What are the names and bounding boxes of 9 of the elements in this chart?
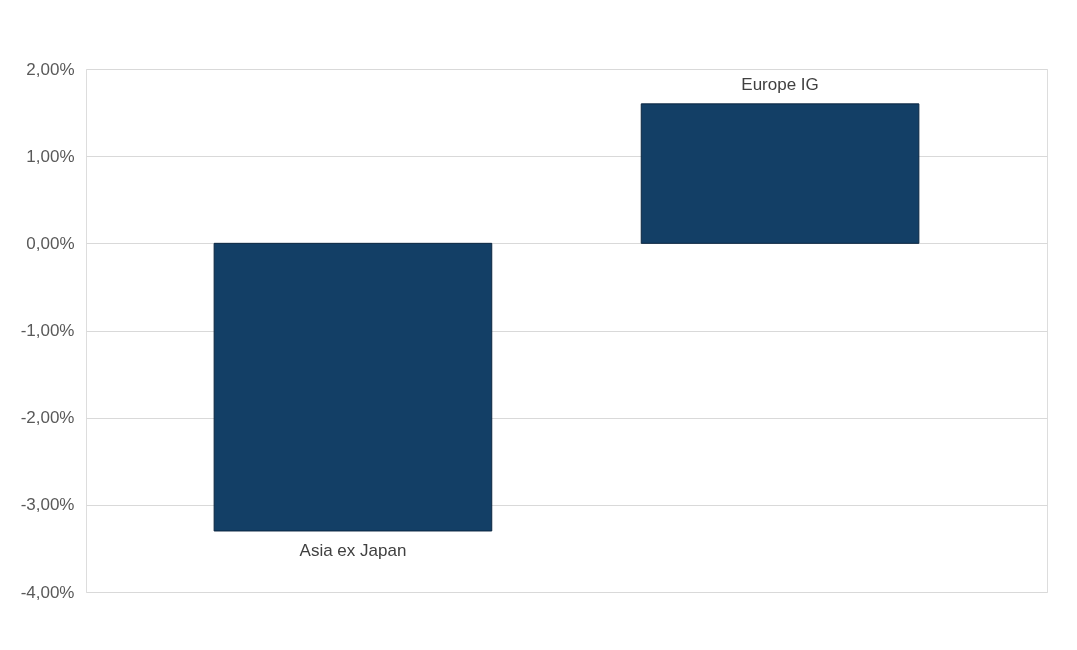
y-tick-label: 0,00% <box>26 233 75 253</box>
y-tick-label: 1,00% <box>26 146 75 166</box>
x-tick-label: Europe IG <box>741 74 819 94</box>
y-tick-label: -4,00% <box>20 582 75 602</box>
y-tick-label: -3,00% <box>20 495 75 515</box>
y-tick-label: -1,00% <box>20 321 75 340</box>
y-tick-label: 2,00% <box>26 59 75 79</box>
x-tick-label: Asia ex Japan <box>299 540 407 560</box>
y-tick-label: -2,00% <box>20 408 75 428</box>
